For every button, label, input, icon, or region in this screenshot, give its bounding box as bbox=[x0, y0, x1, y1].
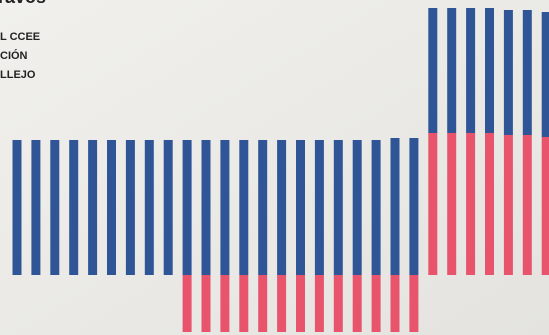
bar-segment bbox=[107, 140, 116, 275]
bar-segment bbox=[277, 140, 287, 275]
annotation: L CCEE bbox=[0, 31, 40, 43]
bar-segment bbox=[182, 140, 192, 275]
bar-segment bbox=[277, 275, 287, 332]
annotation: CIÓN bbox=[0, 49, 28, 62]
bar-segment bbox=[428, 133, 438, 275]
bar-segment bbox=[50, 140, 60, 275]
bar-segment bbox=[144, 140, 154, 275]
bar-segment bbox=[503, 10, 513, 135]
bar-segment bbox=[239, 140, 249, 275]
bar-segment bbox=[201, 275, 211, 332]
bar-segment bbox=[541, 137, 549, 275]
bar-segment bbox=[88, 140, 98, 275]
bar-segment bbox=[314, 275, 324, 332]
bar-segment bbox=[485, 8, 494, 133]
bar-segment bbox=[522, 10, 532, 135]
bar-segment bbox=[371, 275, 381, 332]
bar-segment bbox=[390, 275, 400, 332]
bar-segment bbox=[333, 275, 343, 332]
bar-segment bbox=[352, 140, 362, 275]
bar-segment bbox=[541, 12, 549, 137]
bar-segment bbox=[409, 138, 419, 275]
bar-segment bbox=[447, 133, 457, 275]
bar-segment bbox=[220, 275, 230, 332]
bar-segment bbox=[239, 275, 249, 332]
bar-segment bbox=[69, 140, 79, 275]
bar-segment bbox=[12, 140, 22, 275]
bar-segment bbox=[390, 138, 400, 275]
bar-segment bbox=[296, 275, 305, 332]
bar-segment bbox=[220, 140, 230, 275]
chart-title: ravos bbox=[0, 0, 46, 7]
bar-segment bbox=[428, 8, 438, 133]
bar-segment bbox=[466, 133, 476, 275]
bar-segment bbox=[201, 140, 211, 275]
bar-segment bbox=[258, 275, 268, 332]
bar-segment bbox=[182, 275, 192, 332]
bar-segment bbox=[296, 140, 305, 275]
bar-segment bbox=[503, 135, 513, 275]
bar-segment bbox=[466, 8, 476, 133]
bar-segment bbox=[522, 135, 532, 275]
bar-segment bbox=[314, 140, 324, 275]
bar-segment bbox=[371, 140, 381, 275]
bar-segment bbox=[163, 140, 173, 275]
bar-segment bbox=[352, 275, 362, 332]
bar-segment bbox=[125, 140, 135, 275]
bar-segment bbox=[485, 133, 494, 275]
bar-segment bbox=[409, 275, 419, 332]
bar-segment bbox=[333, 140, 343, 275]
annotation: LLEJO bbox=[0, 69, 36, 81]
bar-segment bbox=[258, 140, 268, 275]
bar-segment bbox=[31, 140, 41, 275]
bar-segment bbox=[447, 8, 457, 133]
